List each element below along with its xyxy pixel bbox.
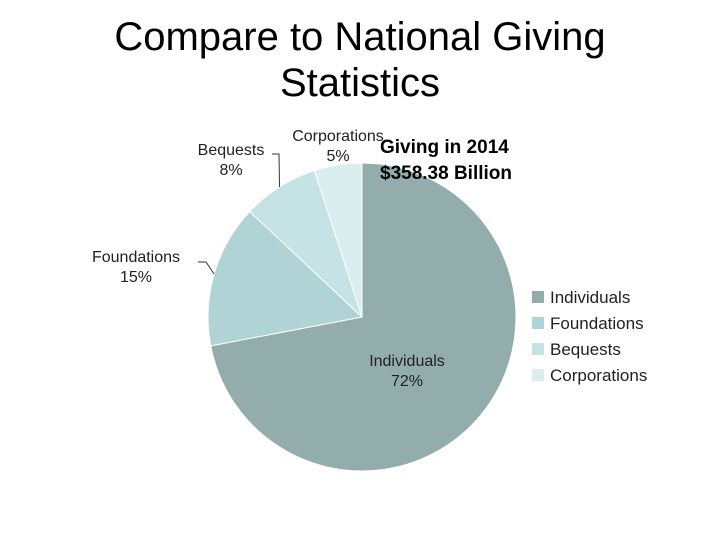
legend-label-bequests: Bequests [550,340,621,359]
legend-label-individuals: Individuals [550,288,630,307]
data-label-category-individuals: Individuals [369,353,445,370]
data-label-category-corporations: Corporations [292,128,384,145]
pie-slice-corporations [313,162,363,318]
legend-swatch-corporations [532,369,544,381]
legend-label-corporations: Corporations [550,366,647,385]
pie-slice-foundations [207,210,364,347]
legend-swatch-foundations [532,317,544,329]
title-line-1: Compare to National Giving [114,15,606,59]
legend-swatch-individuals [532,291,544,303]
chart-subtitle-line-1: Giving in 2014 [380,137,509,158]
leader-line-foundations [198,261,215,275]
data-label-value-individuals: 72% [391,373,423,390]
title-line-2: Statistics [279,61,441,105]
chart-subtitle-line-2: $358.38 Billion [380,163,513,184]
slide-title: Compare to National Giving Statistics [60,14,660,106]
data-label-category-foundations: Foundations [92,249,180,266]
pie-slice-individuals [210,162,517,472]
data-label-category-bequests: Bequests [198,142,265,159]
leader-line-bequests [272,153,280,188]
data-label-value-foundations: 15% [120,269,152,286]
legend-swatch-bequests [532,343,544,355]
legend-label-foundations: Foundations [550,314,644,333]
data-label-value-bequests: 8% [219,162,242,179]
data-label-value-corporations: 5% [326,148,349,165]
